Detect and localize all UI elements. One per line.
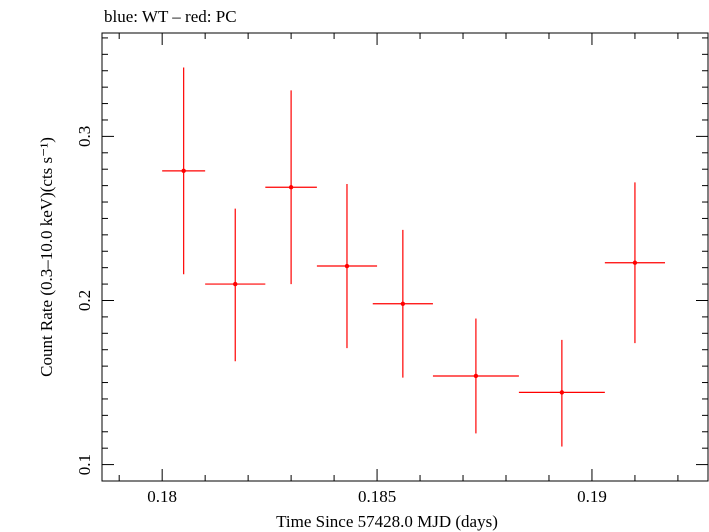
data-point (400, 301, 406, 306)
chart-title: blue: WT – red: PC (104, 7, 237, 26)
axis-tick-labels: 0.18 0.185 0.19 0.1 0.2 0.3 (75, 126, 607, 506)
y-tick-label: 0.1 (75, 454, 94, 475)
x-tick-label: 0.18 (147, 487, 177, 506)
plot-frame (101, 32, 709, 482)
axis-ticks (102, 33, 708, 482)
data-point (181, 168, 186, 174)
x-axis-label: Time Since 57428.0 MJD (days) (276, 512, 498, 531)
y-tick-label: 0.2 (75, 290, 94, 311)
y-tick-label: 0.3 (75, 126, 94, 147)
y-axis-label: Count Rate (0.3–10.0 keV)(cts s⁻¹) (37, 137, 56, 377)
data-point (233, 281, 238, 287)
x-tick-label: 0.19 (577, 487, 607, 506)
data-point (559, 390, 565, 395)
data-point (344, 263, 350, 269)
data-point (288, 185, 294, 190)
data-series-pc (162, 67, 666, 447)
x-tick-label: 0.185 (358, 487, 396, 506)
data-point (473, 373, 479, 379)
data-point (632, 260, 638, 265)
